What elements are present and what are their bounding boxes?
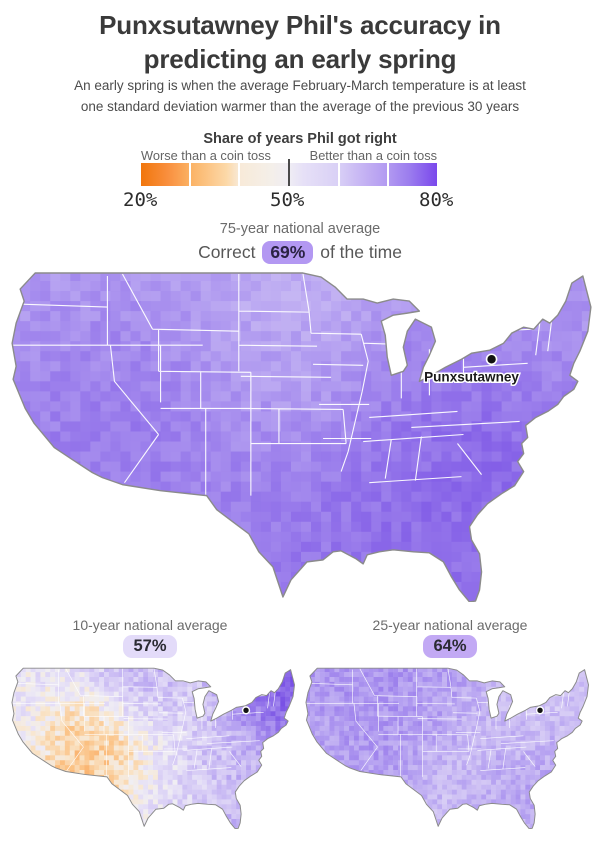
- legend-bar-gap: [238, 163, 240, 186]
- us-map-25-year: [305, 667, 589, 829]
- page-subtitle-line2: one standard deviation warmer than the a…: [80, 99, 520, 114]
- main-map-stat: Correct 69% of the time: [0, 241, 600, 264]
- legend-color-bar: [141, 159, 437, 186]
- page-title-line1: Punxsutawney Phil's accuracy in: [99, 10, 501, 40]
- choropleth-cells: [305, 668, 589, 829]
- legend-worse-label: Worse than a coin toss: [141, 148, 271, 163]
- choropleth-cells: [11, 668, 295, 829]
- us-outline: [11, 272, 592, 602]
- us-outline: [305, 667, 589, 829]
- twenty-five-year-stat: 64%: [300, 635, 600, 658]
- legend-bar-gap: [338, 163, 340, 186]
- main-map-caption: 75-year national average: [219, 221, 381, 237]
- ten-year-badge: 57%: [123, 635, 177, 658]
- national-average-badge: 69%: [262, 241, 314, 264]
- ten-year-caption: 10-year national average: [72, 617, 228, 633]
- twenty-five-year-caption: 25-year national average: [372, 617, 528, 633]
- legend-tick-20: 20%: [123, 189, 158, 211]
- state-borders: [13, 273, 553, 496]
- punxsutawney-label: Punxsutawney: [424, 369, 519, 384]
- legend-bar-gap: [387, 163, 389, 186]
- us-map-75-year: Punxsutawney: [11, 272, 592, 602]
- choropleth-cells: [12, 273, 591, 602]
- legend-better-label: Better than a coin toss: [309, 148, 437, 163]
- page-subtitle-line1: An early spring is when the average Febr…: [74, 78, 526, 93]
- us-outline: [11, 667, 295, 829]
- legend-bar-gap: [189, 163, 191, 186]
- us-map-10-year: [11, 667, 295, 829]
- legend-title: Share of years Phil got right: [203, 131, 397, 147]
- legend-tick-80: 80%: [419, 189, 454, 211]
- punxsutawney-dot: [241, 706, 251, 715]
- punxsutawney-dot: [485, 353, 498, 366]
- stat-prefix: Correct: [198, 242, 256, 262]
- punxsutawney-dot: [535, 706, 545, 715]
- twenty-five-year-badge: 64%: [423, 635, 477, 658]
- stat-suffix: of the time: [320, 242, 402, 262]
- ten-year-stat: 57%: [0, 635, 300, 658]
- page-title-line2: predicting an early spring: [143, 44, 457, 74]
- legend-tick-50: 50%: [270, 189, 305, 211]
- legend-50pct-tick: [288, 159, 290, 186]
